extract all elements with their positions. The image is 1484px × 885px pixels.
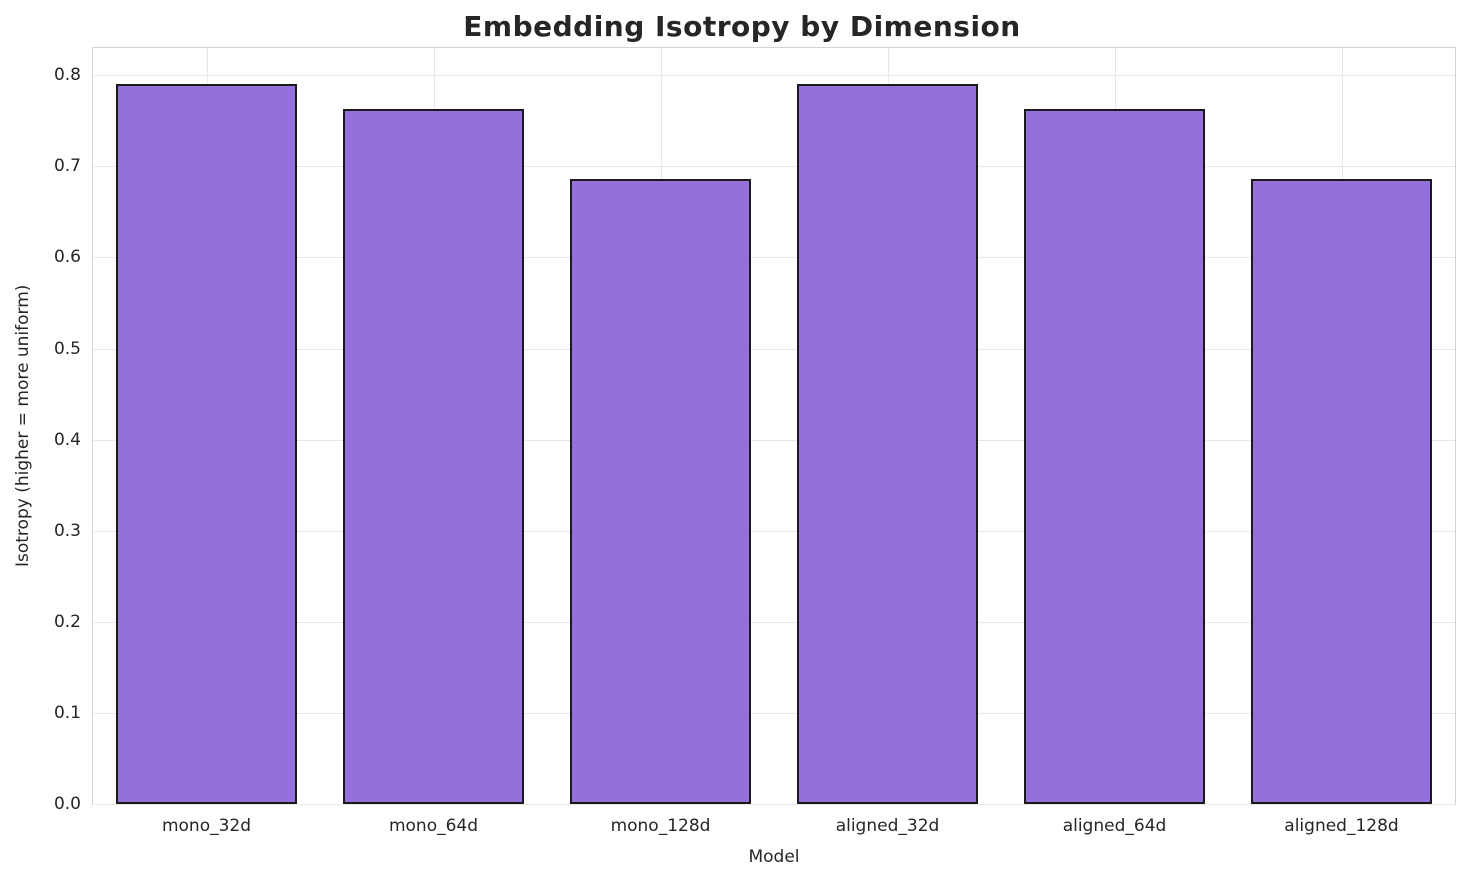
y-tick-label: 0.8 [53, 65, 81, 86]
x-tick-label: mono_64d [388, 816, 479, 836]
gridline-horizontal [93, 257, 1455, 259]
gridline-horizontal [93, 75, 1455, 77]
y-axis-label: Isotropy (higher = more uniform) [13, 284, 33, 568]
gridline-horizontal [93, 166, 1455, 168]
x-tick-label: aligned_64d [1062, 816, 1167, 836]
x-axis-label: Model [748, 847, 800, 867]
chart-title: Embedding Isotropy by Dimension [463, 10, 1021, 43]
gridline-horizontal [93, 439, 1455, 441]
bar-mono_64d [342, 109, 525, 804]
gridline-horizontal [93, 348, 1455, 350]
y-tick-label: 0.5 [53, 338, 81, 359]
y-tick-label: 0.0 [53, 794, 81, 814]
bar-aligned_32d [796, 84, 979, 804]
gridline-horizontal [93, 804, 1455, 805]
x-tick-label: aligned_32d [835, 816, 940, 836]
y-tick-label: 0.2 [53, 611, 81, 632]
bar-aligned_64d [1023, 109, 1206, 804]
y-tick-label: 0.7 [53, 156, 81, 177]
y-tick-label: 0.4 [53, 429, 81, 450]
x-tick-label: mono_32d [161, 816, 252, 836]
bar-mono_128d [569, 179, 752, 804]
y-tick-label: 0.6 [53, 247, 81, 268]
gridline-horizontal [93, 712, 1455, 714]
gridline-horizontal [93, 530, 1455, 532]
gridline-horizontal [93, 621, 1455, 623]
bar-aligned_128d [1250, 179, 1433, 804]
x-tick-label: mono_128d [610, 816, 711, 836]
y-tick-label: 0.3 [53, 520, 81, 541]
y-tick-label: 0.1 [53, 702, 81, 723]
plot-area: 0.0 0.1 0.2 0.3 0.4 0.5 0.6 0.7 0.8 mono_32d mono_… [54, 47, 1456, 836]
bar-mono_32d [115, 84, 298, 804]
x-tick-label: aligned_128d [1284, 816, 1399, 836]
